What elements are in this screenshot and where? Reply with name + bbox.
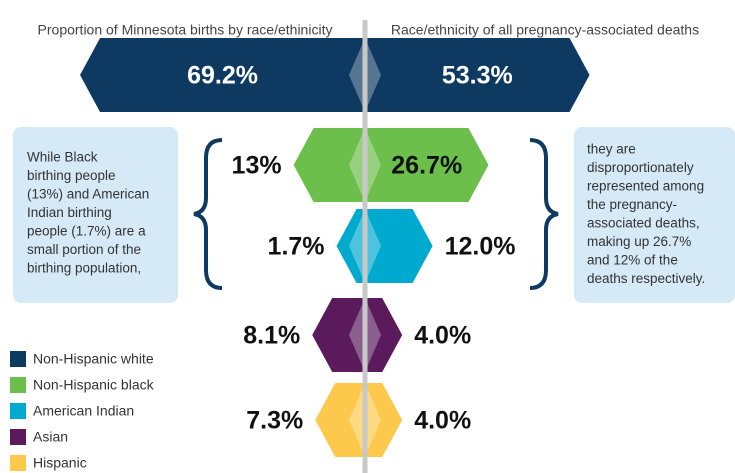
right-brace: [529, 138, 559, 290]
hex-half: [365, 209, 433, 283]
left-note-line: While Black: [27, 150, 98, 165]
value-label: 53.3%: [442, 62, 513, 90]
right-note-line: and 12% of the: [587, 253, 678, 268]
legend-swatch: [10, 377, 26, 393]
right-note-line: they are: [587, 142, 636, 157]
value-label: 69.2%: [187, 62, 258, 90]
legend-label: Asian: [33, 429, 68, 445]
hex-half: [365, 298, 403, 372]
hex-half: [365, 128, 489, 202]
value-label: 26.7%: [391, 152, 462, 180]
hex-half: [315, 383, 365, 457]
left-title: Proportion of Minnesota births by race/e…: [38, 22, 333, 38]
legend-swatch: [10, 351, 26, 367]
legend-label: American Indian: [33, 403, 134, 419]
hex-half: [365, 383, 403, 457]
hex-half: [80, 38, 365, 112]
hex-half: [365, 38, 590, 112]
left-note-line: (13%) and American: [27, 187, 149, 202]
legend-label: Non-Hispanic black: [33, 377, 155, 393]
right-note-line: making up 26.7%: [587, 234, 691, 249]
value-label: 12.0%: [445, 233, 516, 261]
legend-label: Hispanic: [33, 455, 87, 471]
left-note-line: Indian birthing: [27, 205, 112, 220]
left-brace: [193, 138, 223, 290]
hex-half: [293, 128, 365, 202]
right-note-line: disproportionately: [587, 160, 694, 175]
left-note-line: birthing people: [27, 168, 116, 183]
legend-label: Non-Hispanic white: [33, 351, 154, 367]
value-label: 1.7%: [268, 233, 325, 261]
left-note-line: people (1.7%) are a: [27, 224, 146, 239]
right-title: Race/ethnicity of all pregnancy-associat…: [391, 22, 699, 38]
left-note-box: [13, 127, 178, 303]
value-label: 4.0%: [414, 322, 471, 350]
right-note-line: the pregnancy-: [587, 197, 677, 212]
value-label: 7.3%: [246, 407, 303, 435]
value-label: 8.1%: [243, 322, 300, 350]
right-note-box: [574, 127, 735, 303]
value-label: 13%: [232, 152, 282, 180]
right-note-line: represented among: [587, 179, 704, 194]
right-note-line: deaths respectively.: [587, 271, 705, 286]
legend-swatch: [10, 455, 26, 471]
legend-swatch: [10, 429, 26, 445]
hex-half: [312, 298, 365, 372]
value-label: 4.0%: [414, 407, 471, 435]
right-note-line: associated deaths,: [587, 216, 700, 231]
legend-swatch: [10, 403, 26, 419]
left-note-line: small portion of the: [27, 242, 141, 257]
left-note-line: birthing population,: [27, 261, 141, 276]
hex-half: [336, 209, 365, 283]
